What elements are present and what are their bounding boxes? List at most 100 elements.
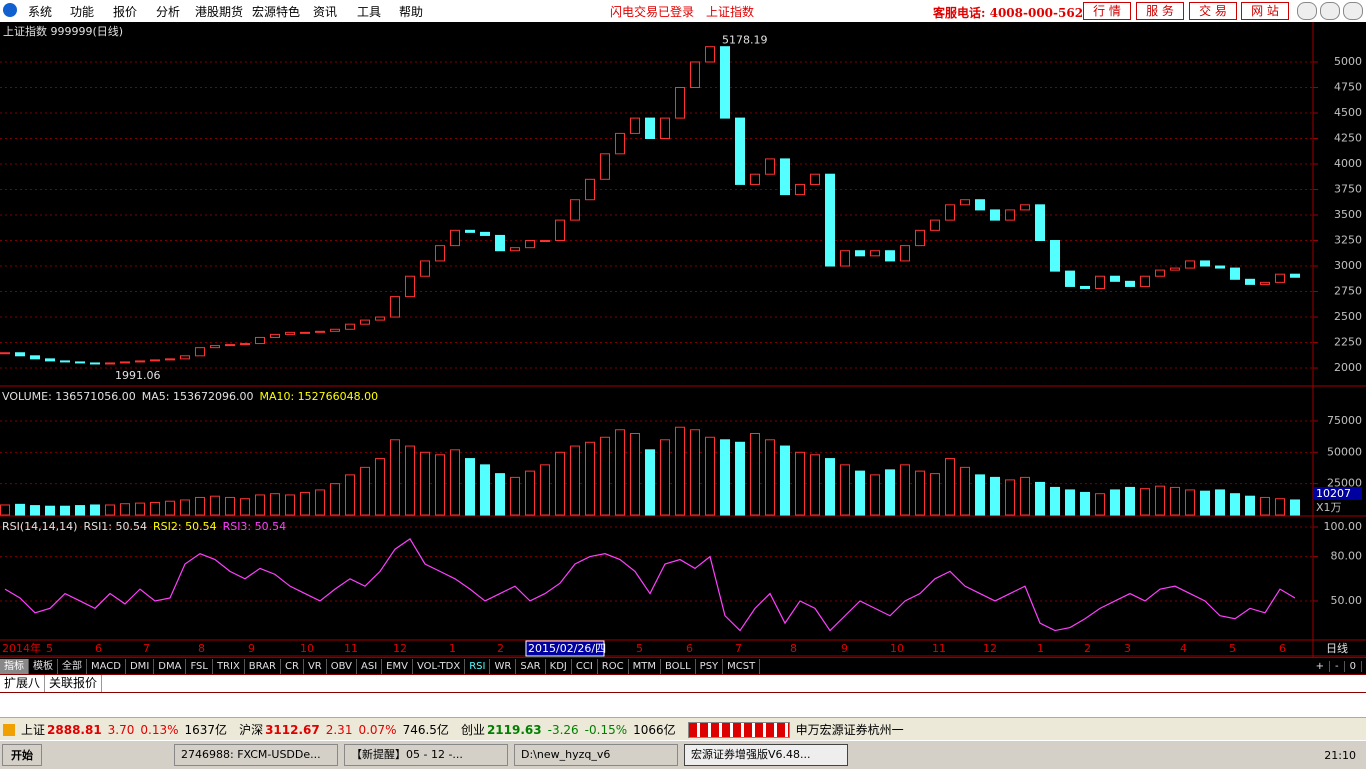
menu-item[interactable]: 宏源特色 bbox=[252, 5, 301, 19]
y-tick-label: 25000 bbox=[1327, 477, 1362, 490]
top-button[interactable]: 交 易 bbox=[1189, 2, 1237, 20]
tab[interactable]: ROC bbox=[598, 658, 629, 675]
tab[interactable]: BRAR bbox=[245, 658, 281, 675]
volume-bar bbox=[135, 502, 145, 516]
legend-entry: VOLUME: 136571056.00 bbox=[2, 390, 136, 403]
market-field: 上证 bbox=[21, 723, 46, 737]
tab[interactable]: EMV bbox=[382, 658, 413, 675]
tab[interactable]: TRIX bbox=[213, 658, 245, 675]
volume-bar bbox=[1245, 495, 1255, 516]
market-field: 2119.63 bbox=[486, 722, 542, 737]
date-label: 6 bbox=[686, 642, 693, 655]
candle bbox=[300, 331, 310, 334]
market-field: 创业 bbox=[460, 723, 485, 737]
volume-bar bbox=[45, 505, 55, 516]
tab[interactable]: DMI bbox=[126, 658, 155, 675]
task-button[interactable]: 2746988: FXCM-USDDe... bbox=[174, 744, 338, 766]
tab[interactable]: DMA bbox=[154, 658, 187, 675]
chart: 2000225025002750300032503500375040004250… bbox=[0, 22, 1366, 657]
volume-bar bbox=[915, 470, 925, 516]
menu-item[interactable]: 港股期货 bbox=[195, 5, 244, 19]
y-tick-label: 4250 bbox=[1334, 132, 1362, 145]
tab-control[interactable]: + bbox=[1310, 660, 1331, 672]
candle bbox=[1245, 278, 1255, 285]
tab[interactable]: CCI bbox=[572, 658, 598, 675]
menu-item[interactable]: 功能 bbox=[70, 5, 95, 19]
menu-item[interactable]: 帮助 bbox=[399, 5, 424, 19]
tab[interactable]: BOLL bbox=[661, 658, 696, 675]
candle bbox=[135, 360, 145, 363]
candle bbox=[120, 361, 130, 364]
unit-label: X1万 bbox=[1316, 501, 1342, 514]
y-tick-label: 4750 bbox=[1334, 80, 1362, 93]
market-field: 2.31 bbox=[325, 722, 353, 737]
signal-meter bbox=[687, 721, 790, 738]
volume-bar bbox=[480, 464, 490, 516]
volume-bar bbox=[1200, 490, 1210, 516]
low-label: 1991.06 bbox=[115, 369, 161, 382]
task-button[interactable]: D:\new_hyzq_v6 bbox=[514, 744, 678, 766]
tab[interactable]: VR bbox=[304, 658, 327, 675]
tab[interactable]: 模板 bbox=[29, 658, 58, 675]
volume-bar bbox=[1125, 486, 1135, 516]
tab[interactable]: MACD bbox=[87, 658, 126, 675]
sub-tab[interactable]: 扩展八 bbox=[0, 675, 46, 692]
tab[interactable]: 指标 bbox=[0, 658, 29, 675]
sub-tab[interactable]: 关联报价 bbox=[45, 675, 103, 692]
volume-bar bbox=[705, 436, 715, 516]
menu-item[interactable]: 系统 bbox=[28, 5, 53, 19]
menu-item[interactable]: 工具 bbox=[357, 5, 382, 19]
tab[interactable]: WR bbox=[490, 658, 517, 675]
tab[interactable]: MCST bbox=[723, 658, 761, 675]
tab[interactable]: SAR bbox=[516, 658, 546, 675]
volume-bar bbox=[315, 489, 325, 516]
y-tick-label: 2750 bbox=[1334, 285, 1362, 298]
tab[interactable]: ASI bbox=[357, 658, 383, 675]
date-label: 2 bbox=[497, 642, 504, 655]
volume-bar bbox=[630, 433, 640, 516]
y-tick-label: 3000 bbox=[1334, 259, 1362, 272]
window-button[interactable] bbox=[1343, 2, 1363, 20]
volume-bar bbox=[1155, 485, 1165, 516]
candle bbox=[195, 347, 205, 357]
candle bbox=[810, 173, 820, 185]
tab[interactable]: 全部 bbox=[58, 658, 87, 675]
top-button[interactable]: 服 务 bbox=[1136, 2, 1184, 20]
legend-entry: RSI2: 50.54 bbox=[153, 520, 217, 533]
menu-item[interactable]: 报价 bbox=[113, 5, 138, 19]
clock: 21:10 bbox=[1324, 748, 1356, 762]
candle bbox=[840, 250, 850, 267]
tab-control[interactable]: 0 bbox=[1344, 660, 1362, 672]
tab-control[interactable]: - bbox=[1330, 660, 1345, 672]
top-button[interactable]: 网 站 bbox=[1241, 2, 1289, 20]
date-label: 6 bbox=[95, 642, 102, 655]
candle bbox=[735, 117, 745, 185]
tab[interactable]: CR bbox=[281, 658, 304, 675]
candle bbox=[105, 362, 115, 365]
candle bbox=[690, 61, 700, 88]
menu-item[interactable]: 资讯 bbox=[313, 5, 338, 19]
top-button[interactable]: 行 情 bbox=[1083, 2, 1131, 20]
tab[interactable]: RSI bbox=[465, 658, 491, 675]
market-field: -3.26 bbox=[547, 722, 579, 737]
candle bbox=[1050, 240, 1060, 272]
start-button[interactable]: 开始 bbox=[2, 744, 42, 766]
tab[interactable]: FSL bbox=[186, 658, 213, 675]
candle bbox=[75, 361, 85, 364]
candle bbox=[240, 343, 250, 346]
tab[interactable]: VOL-TDX bbox=[413, 658, 466, 675]
tab[interactable]: KDJ bbox=[546, 658, 572, 675]
volume-bar bbox=[930, 473, 940, 516]
tab[interactable]: PSY bbox=[696, 658, 724, 675]
task-button[interactable]: 【新提醒】05 - 12 -... bbox=[344, 744, 508, 766]
task-button[interactable]: 宏源证券增强版V6.48... bbox=[684, 744, 848, 766]
window-button[interactable] bbox=[1320, 2, 1340, 20]
tab[interactable]: OBV bbox=[327, 658, 357, 675]
candle bbox=[540, 240, 550, 243]
menu-item[interactable]: 分析 bbox=[156, 5, 181, 19]
window-button[interactable] bbox=[1297, 2, 1317, 20]
app-icon bbox=[3, 3, 17, 17]
volume-bar bbox=[345, 474, 355, 516]
tab[interactable]: MTM bbox=[629, 658, 661, 675]
candle bbox=[360, 319, 370, 325]
